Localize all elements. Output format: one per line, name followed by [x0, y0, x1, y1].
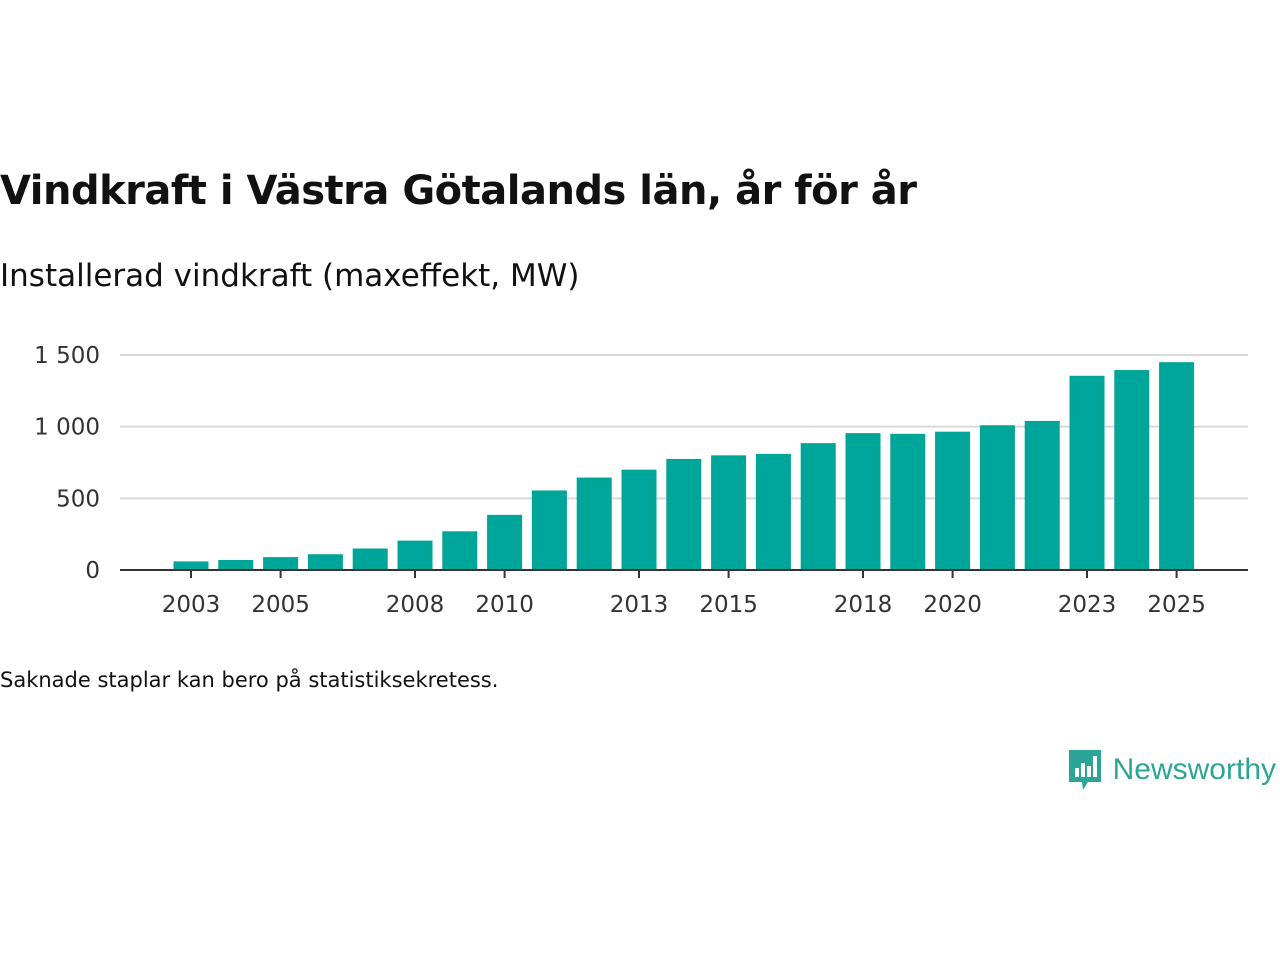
x-tick-label: 2025 [1147, 592, 1206, 618]
y-tick-label: 1 500 [34, 343, 100, 369]
bar-2012 [576, 477, 612, 570]
bar-2020 [935, 431, 971, 570]
x-tick-label: 2013 [610, 592, 669, 618]
newsworthy-logo-icon [1068, 750, 1101, 790]
x-tick-label: 2018 [834, 592, 893, 618]
bar-2024 [1114, 370, 1150, 570]
bar-2013 [621, 469, 657, 570]
chart-title: Vindkraft i Västra Götalands län, år för… [0, 168, 917, 214]
bar-2010 [487, 514, 523, 570]
x-tick-label: 2005 [251, 592, 310, 618]
footnote: Saknade staplar kan bero på statistiksek… [0, 668, 499, 692]
y-tick-label: 0 [85, 558, 100, 584]
x-tick-label: 2020 [923, 592, 982, 618]
brand-logo: Newsworthy [1067, 748, 1276, 792]
bar-2007 [352, 548, 388, 570]
bar-2025 [1159, 362, 1195, 570]
bar-2023 [1069, 375, 1105, 570]
bar-2014 [666, 458, 702, 570]
bar-2009 [442, 531, 478, 570]
bar-2005 [263, 557, 299, 570]
x-tick-label: 2010 [475, 592, 534, 618]
bar-2003 [173, 561, 209, 570]
y-tick-label: 1 000 [34, 415, 100, 441]
x-tick-label: 2023 [1058, 592, 1117, 618]
bar-chart: 0 500 1 000 1 500 2003 2005 2008 2010 2013 2015 20… [34, 343, 1248, 618]
x-tick-label: 2003 [162, 592, 221, 618]
bar-2018 [845, 433, 881, 570]
bar-2019 [890, 433, 926, 570]
brand-name: Newsworthy [1112, 753, 1276, 786]
x-tick-label: 2008 [386, 592, 445, 618]
bar-2015 [711, 455, 747, 570]
bar-2006 [307, 554, 343, 570]
chart-subtitle: Installerad vindkraft (maxeffekt, MW) [0, 258, 580, 294]
bar-2022 [1024, 420, 1060, 570]
bar-2004 [218, 559, 254, 570]
bar-2017 [800, 443, 836, 570]
bar-2016 [755, 453, 791, 570]
bar-2008 [397, 540, 433, 570]
x-tick-label: 2015 [699, 592, 758, 618]
y-tick-label: 500 [56, 486, 100, 512]
bar-2011 [531, 490, 567, 570]
bar-2021 [979, 425, 1015, 570]
